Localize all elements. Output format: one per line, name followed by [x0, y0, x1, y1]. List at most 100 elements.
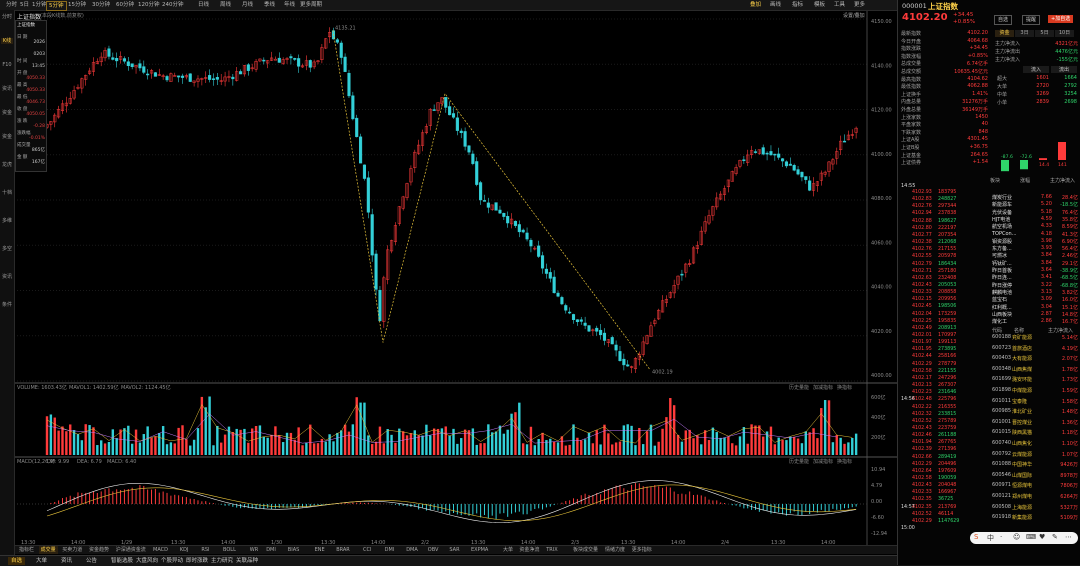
sector-name[interactable]: 钼资源股 — [992, 238, 1013, 245]
sidebar-item[interactable]: 多维 — [1, 218, 12, 224]
stock-name[interactable]: 大有能源 — [1012, 356, 1033, 363]
stock-code[interactable]: 600546 — [992, 471, 1012, 478]
stock-name[interactable]: 山西焦化 — [1012, 441, 1033, 447]
sidebar-item[interactable]: 资讯 — [1, 274, 12, 280]
stock-name[interactable]: 云煤能源 — [1012, 451, 1033, 458]
floating-tool-icon[interactable]: 中 — [987, 534, 994, 542]
sector-name[interactable]: 昨日首板 — [992, 268, 1013, 274]
stock-code[interactable]: 600723 — [992, 344, 1012, 351]
stock-code[interactable]: 600348 — [992, 365, 1012, 372]
stock-name[interactable]: 首旅酒店 — [1012, 345, 1033, 352]
indicator-tab[interactable]: DMI — [384, 547, 395, 553]
status-tab[interactable]: 公告 — [86, 558, 98, 564]
period-tab[interactable]: 更多周期 — [300, 2, 323, 8]
sector-name[interactable]: 钙钛矿... — [992, 260, 1012, 267]
stock-name[interactable]: 山西焦煤 — [1012, 366, 1033, 373]
sector-name[interactable]: 麒麟电池 — [992, 289, 1013, 296]
status-tab[interactable]: 大单 — [36, 558, 48, 564]
quote-button[interactable]: 提醒 — [1022, 15, 1041, 25]
period-tab[interactable]: 60分钟 — [116, 2, 134, 8]
sidebar-item[interactable]: K线 — [1, 38, 13, 44]
indicator-tab[interactable]: MACD — [153, 547, 168, 553]
period-tab[interactable]: 月线 — [242, 2, 254, 8]
sector-name[interactable]: HJT电池 — [992, 216, 1011, 223]
sidebar-item[interactable]: 资金 — [1, 110, 12, 116]
flow-tab[interactable]: 3日 — [1015, 30, 1034, 37]
sidebar-item[interactable]: F10 — [2, 62, 12, 68]
stock-code[interactable]: 601088 — [992, 461, 1012, 468]
sidebar-item[interactable]: 资金 — [1, 134, 12, 140]
indicator-tab[interactable]: 买卖力道 — [62, 547, 83, 553]
sector-name[interactable]: 红利概... — [992, 304, 1012, 311]
period-tab[interactable]: 5日 — [20, 2, 29, 8]
floating-tool-icon[interactable]: S — [974, 533, 979, 541]
period-tab[interactable]: 1分钟 — [32, 2, 47, 8]
stock-name[interactable]: 新集能源 — [1012, 515, 1033, 522]
stock-code[interactable]: 600121 — [992, 493, 1012, 499]
stock-name[interactable]: 恒源煤电 — [1012, 483, 1033, 490]
sector-name[interactable]: 煤炭行业 — [992, 195, 1013, 201]
stock-code[interactable]: 601011 — [992, 397, 1012, 404]
sector-name[interactable]: 航空机场 — [992, 224, 1013, 231]
period-tab[interactable]: 周线 — [220, 2, 232, 8]
stock-code[interactable]: 601918 — [992, 514, 1012, 521]
period-tab[interactable]: 15分钟 — [68, 2, 86, 8]
stock-code[interactable]: 600403 — [992, 355, 1012, 362]
indicator-tab[interactable]: 更多指标 — [631, 547, 652, 553]
period-tab[interactable]: 分时 — [6, 2, 18, 8]
period-tab[interactable]: 年线 — [284, 2, 296, 8]
stock-name[interactable]: 晋控煤业 — [1012, 419, 1033, 426]
sector-name[interactable]: 东方备... — [992, 246, 1012, 253]
sidebar-item[interactable]: 十档 — [1, 190, 12, 196]
toolbar-right-button[interactable]: 画线 — [770, 2, 782, 8]
stock-code[interactable]: 600740 — [992, 440, 1012, 446]
toolbar-right-button[interactable]: 更多 — [854, 2, 866, 8]
status-tab[interactable]: 关联品种 — [236, 558, 259, 564]
period-tab[interactable]: 240分钟 — [162, 2, 184, 8]
indicator-tab[interactable]: 大单 — [503, 547, 514, 553]
toolbar-right-button[interactable]: 叠加 — [750, 2, 762, 8]
floating-tool-icon[interactable]: ⌨ — [1026, 533, 1037, 541]
sector-name[interactable]: 新能源车 — [992, 202, 1013, 209]
floating-tool-icon[interactable]: ♥ — [1039, 533, 1046, 541]
stock-name[interactable]: 潞安环能 — [1012, 377, 1033, 384]
indicator-tab[interactable]: SAR — [449, 547, 460, 553]
status-tab[interactable]: 大盘风向 — [136, 558, 159, 564]
period-tab[interactable]: 120分钟 — [138, 2, 160, 8]
quote-button[interactable]: +加自选 — [1048, 15, 1074, 23]
sidebar-item[interactable]: 多空 — [1, 246, 12, 252]
sector-name[interactable]: 煤化工 — [992, 319, 1008, 326]
floating-tool-icon[interactable]: ⋯ — [1065, 533, 1072, 541]
indicator-tab[interactable]: KDJ — [179, 547, 189, 553]
toolbar-right-button[interactable]: 工具 — [834, 2, 846, 8]
stock-name[interactable]: 中国神华 — [1012, 462, 1033, 469]
stock-code[interactable]: 601001 — [992, 418, 1012, 425]
indicator-tab[interactable]: 资金趋势 — [89, 547, 110, 553]
indicator-tab[interactable]: WR — [249, 547, 259, 553]
indicator-tab[interactable]: BIAS — [287, 547, 300, 553]
sidebar-item[interactable]: 分时 — [1, 14, 12, 20]
flow-tab[interactable]: 5日 — [1035, 30, 1054, 37]
stock-name[interactable]: 陕西黑猫 — [1012, 430, 1033, 437]
stock-name[interactable]: 淮北矿业 — [1012, 409, 1033, 416]
floating-tool-icon[interactable]: ☺ — [1013, 533, 1021, 541]
indicator-tab[interactable]: DMA — [406, 547, 418, 553]
status-tab[interactable]: 资讯 — [61, 558, 73, 564]
sidebar-item[interactable]: 资讯 — [1, 86, 12, 92]
floating-tool-icon[interactable]: · — [1000, 533, 1003, 541]
indicator-tab[interactable]: BOLL — [223, 547, 236, 553]
indicator-tab[interactable]: 板块成交量 — [573, 547, 599, 553]
stock-name[interactable]: 山煤国际 — [1012, 472, 1033, 479]
sector-name[interactable]: 山西板块 — [992, 311, 1013, 318]
sector-name[interactable]: 可燃冰 — [992, 253, 1008, 260]
indicator-tab[interactable]: 沪深通资金流 — [115, 547, 146, 553]
chart-settings-link[interactable]: 设置/叠加 — [843, 13, 865, 19]
indicator-tab[interactable]: CCI — [363, 547, 372, 553]
status-tab[interactable]: 个股异动 — [161, 558, 184, 564]
sidebar-item[interactable]: 条件 — [1, 302, 12, 308]
stock-name[interactable]: 上海能源 — [1012, 504, 1033, 511]
stock-name[interactable]: 中煤能源 — [1012, 388, 1033, 394]
period-tab[interactable]: 日线 — [198, 2, 210, 8]
status-tab[interactable]: 即时涨跌 — [186, 558, 209, 564]
stock-code[interactable]: 601898 — [992, 387, 1012, 393]
